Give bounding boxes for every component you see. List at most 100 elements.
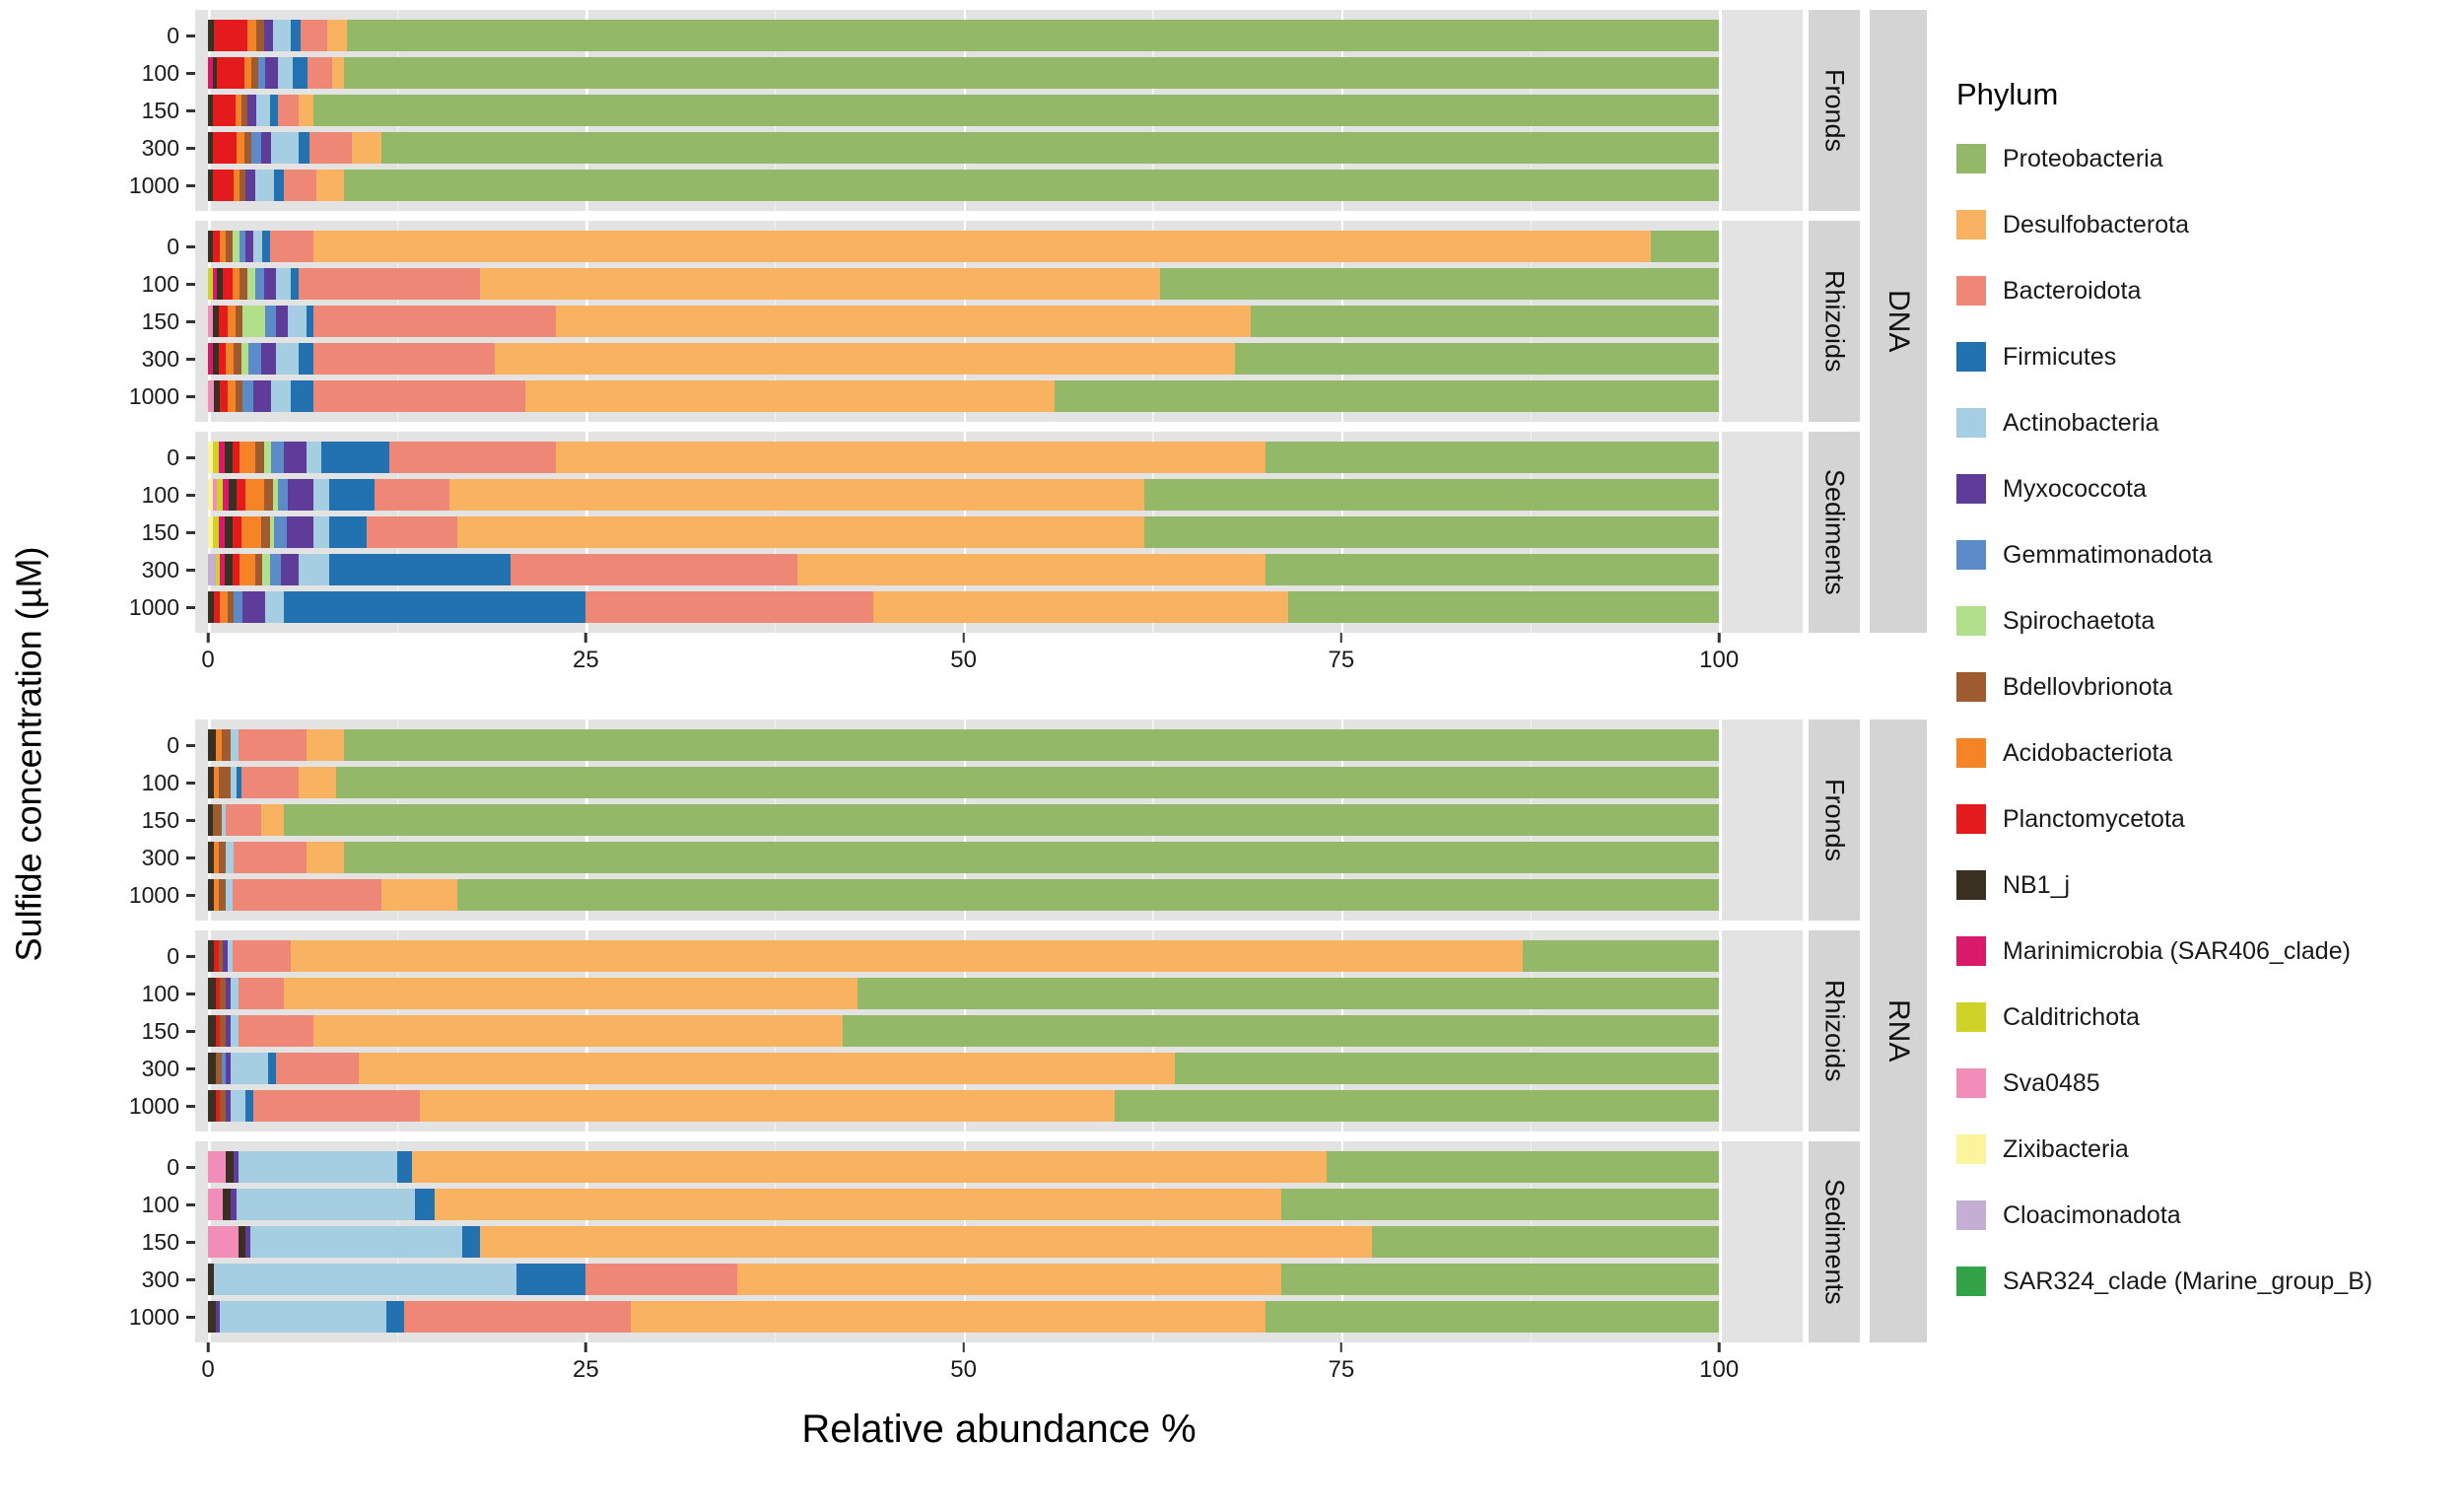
bar-segment xyxy=(208,516,213,548)
bar-segment xyxy=(218,516,225,548)
bar-segment xyxy=(226,1015,232,1047)
bar-segment xyxy=(265,306,276,337)
desulfobacterota-swatch xyxy=(1956,210,1986,240)
panel-rna-fronds xyxy=(195,719,1803,921)
facet-strip-rhizoids: Rhizoids xyxy=(1809,221,1860,422)
bar-segment xyxy=(308,132,352,164)
bar-segment xyxy=(215,1090,221,1122)
y-tick-label: 0 xyxy=(57,729,195,761)
bar-segment xyxy=(388,442,556,473)
stacked-bar xyxy=(208,343,1720,375)
legend-item: Bacteroidota xyxy=(1956,276,2456,306)
y-tick-mark xyxy=(186,743,195,747)
proteobacteria-swatch xyxy=(1956,144,1986,173)
bar-segment xyxy=(242,306,266,337)
bar-segment xyxy=(208,1090,216,1122)
bacteroidota-swatch xyxy=(1956,276,1986,306)
y-tick-text: 300 xyxy=(141,134,179,161)
bar-segment xyxy=(208,767,215,798)
y-tick-label: 0 xyxy=(57,1151,195,1183)
bar-segment xyxy=(257,57,266,89)
legend-item: Zixibacteria xyxy=(1956,1134,2456,1164)
bar-segment xyxy=(292,57,308,89)
y-tick-label: 150 xyxy=(57,1226,195,1258)
bar-segment xyxy=(262,231,270,262)
gridline-major xyxy=(1719,221,1722,422)
x-axis-title: Relative abundance % xyxy=(801,1407,1197,1451)
stacked-bar xyxy=(208,1226,1720,1258)
bar-segment xyxy=(1288,591,1720,623)
bar-segment xyxy=(411,1151,1327,1183)
bar-segment xyxy=(351,132,382,164)
y-tick-mark xyxy=(186,244,195,248)
stacked-bar xyxy=(208,1189,1720,1220)
x-tick-mark xyxy=(1339,633,1343,643)
x-axis-title-row: Relative abundance % xyxy=(57,1390,1927,1452)
facet-strip-rhizoids: Rhizoids xyxy=(1809,930,1860,1131)
bar-segment xyxy=(298,132,309,164)
panel-rna-rhizoids xyxy=(195,930,1803,1131)
bar-segment xyxy=(234,842,307,873)
bar-segment xyxy=(231,729,239,761)
bar-segment xyxy=(218,879,227,911)
x-axis-track: 0 25 50 75 100 xyxy=(195,1342,1803,1390)
bar-segment xyxy=(232,879,382,911)
bar-segment xyxy=(277,479,289,511)
x-tick-mark xyxy=(206,633,210,643)
bar-segment xyxy=(366,516,457,548)
bar-segment xyxy=(275,306,289,337)
bar-segment xyxy=(343,57,1720,89)
y-tick-mark xyxy=(186,1029,195,1033)
y-tick-text: 0 xyxy=(167,22,179,48)
legend-item: Actinobacteria xyxy=(1956,408,2456,438)
x-tick-label: 25 xyxy=(572,647,599,673)
y-tick-mark xyxy=(186,1066,195,1070)
bar-segment xyxy=(208,442,213,473)
y-tick-label: 300 xyxy=(57,1264,195,1295)
y-tick-mark xyxy=(186,183,195,187)
sar324-clade-marine-group-b--swatch xyxy=(1956,1267,1986,1296)
bar-segment xyxy=(306,306,314,337)
bar-segment xyxy=(208,591,215,623)
bar-segment xyxy=(238,1226,246,1258)
legend-label: Myxococcota xyxy=(2003,474,2147,503)
bar-segment xyxy=(283,978,858,1009)
bar-segment xyxy=(232,554,240,585)
y-tick-text: 100 xyxy=(141,1191,179,1217)
bar-segment xyxy=(218,306,228,337)
y-tick-mark xyxy=(186,1165,195,1169)
bar-segment xyxy=(268,1053,276,1084)
bar-segment xyxy=(218,442,225,473)
bar-segment xyxy=(232,516,241,548)
bar-segment xyxy=(495,343,1236,375)
bar-segment xyxy=(736,1264,1281,1295)
facet-strip-label: Fronds xyxy=(1819,68,1850,153)
y-tick-mark xyxy=(186,1315,195,1319)
y-tick-labels: 0 100 150 300 1000 xyxy=(57,432,195,633)
bar-segment xyxy=(246,95,257,126)
planctomycetota-swatch xyxy=(1956,804,1986,834)
y-tick-labels: 0 100 150 300 1000 xyxy=(57,930,195,1131)
bar-segment xyxy=(218,767,232,798)
bar-segment xyxy=(251,57,258,89)
y-tick-text: 100 xyxy=(141,769,179,795)
bar-segment xyxy=(212,479,218,511)
bar-segment xyxy=(240,95,247,126)
y-tick-text: 300 xyxy=(141,556,179,582)
bar-segment xyxy=(269,95,278,126)
y-tick-label: 150 xyxy=(57,804,195,836)
bar-segment xyxy=(434,1189,1281,1220)
bar-segment xyxy=(221,804,227,836)
marinimicrobia-sar406-clade--swatch xyxy=(1956,936,1986,966)
bar-segment xyxy=(1159,268,1720,300)
gridline-major xyxy=(1719,930,1722,1131)
bar-segment xyxy=(298,95,314,126)
y-tick-mark xyxy=(186,856,195,859)
bar-segment xyxy=(449,479,1145,511)
bar-segment xyxy=(212,343,219,375)
bar-segment xyxy=(231,978,239,1009)
stacked-bar xyxy=(208,842,1720,873)
bar-segment xyxy=(212,170,235,201)
x-tick-label: 50 xyxy=(950,647,977,673)
stacked-bar xyxy=(208,20,1720,51)
